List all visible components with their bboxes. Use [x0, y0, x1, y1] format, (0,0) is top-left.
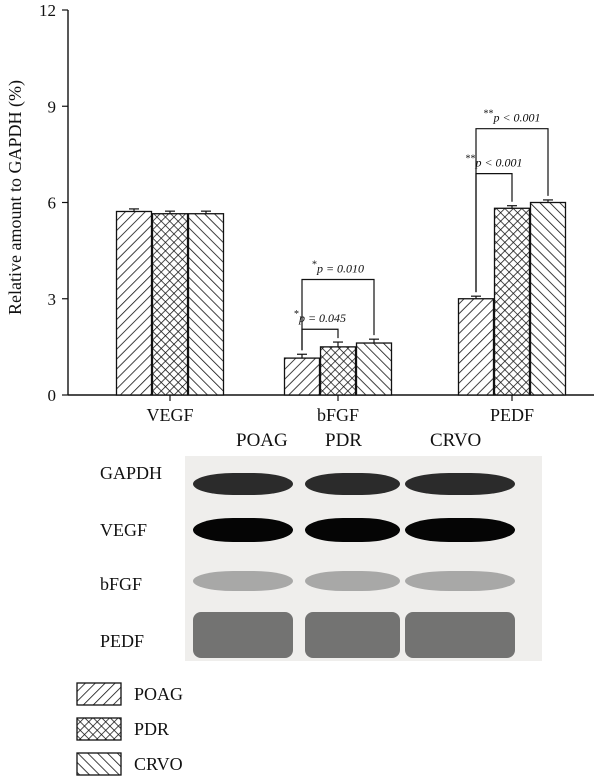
significance-label: **p < 0.001 [465, 153, 522, 170]
legend-label: CRVO [134, 754, 183, 774]
blot-band-vegf-crvo [405, 518, 515, 542]
x-tick-label: VEGF [146, 405, 193, 425]
y-tick-label: 0 [48, 386, 57, 405]
significance-p-value: p = 0.045 [298, 311, 346, 325]
blot-lane-label-crvo: CRVO [430, 430, 482, 451]
significance-label: *p = 0.045 [294, 309, 346, 326]
blot-lane-label-pdr: PDR [325, 430, 362, 451]
x-tick-label: bFGF [317, 405, 359, 425]
blot-row-label-vegf: VEGF [100, 520, 148, 540]
blot-row-label-gapdh: GAPDH [100, 463, 163, 483]
blot-band-pedf-pdr [305, 612, 400, 658]
significance-stars: ** [483, 108, 493, 119]
y-tick-label: 9 [48, 97, 57, 116]
significance-label: *p = 0.010 [312, 259, 364, 276]
significance-p-value: p < 0.001 [474, 156, 522, 170]
blot-band-pedf-poag [193, 612, 293, 658]
x-tick-label: PEDF [490, 405, 534, 425]
blot-band-gapdh-poag [193, 473, 293, 495]
significance-p-value: p < 0.001 [492, 111, 540, 125]
bar-vegf-pdr [151, 213, 189, 396]
significance-bracket [301, 278, 375, 351]
significance-stars: * [312, 259, 317, 270]
significance-label: **p < 0.001 [483, 108, 540, 125]
significance-p-value: p = 0.010 [316, 262, 364, 276]
legend-label: PDR [134, 719, 170, 739]
bar-bfgf-poag [283, 357, 321, 396]
blot-band-bfgf-pdr [305, 571, 400, 591]
bar-pedf-poag [457, 298, 495, 396]
legend-item-poag: POAG [76, 682, 276, 710]
significance-stars: ** [465, 153, 475, 164]
bar-vegf-crvo [187, 213, 225, 396]
legend-swatch [76, 717, 122, 741]
blot-band-vegf-poag [193, 518, 293, 542]
blot-band-vegf-pdr [305, 518, 400, 542]
y-tick-label: 6 [48, 194, 57, 213]
y-tick-label: 3 [48, 290, 57, 309]
blot-lane-label-poag: POAG [236, 430, 288, 451]
legend-label: POAG [134, 684, 184, 704]
legend-swatch [76, 682, 122, 706]
bar-bfgf-pdr [319, 346, 357, 396]
bar-chart: 0 3 6 9 12 Relative amount to GAPDH (%) VEGF bF… [5, 1, 594, 425]
blot-row-label-pedf: PEDF [100, 631, 145, 651]
significance-bracket [475, 128, 549, 293]
blot-row-label-bfgf: bFGF [100, 574, 143, 594]
legend-swatch [76, 752, 122, 776]
y-axis-label: Relative amount to GAPDH (%) [5, 80, 26, 315]
y-tick-label: 12 [39, 1, 56, 20]
legend-item-crvo: CRVO [76, 752, 276, 780]
bar-pedf-crvo [529, 201, 567, 396]
bar-vegf-poag [115, 210, 153, 396]
blot-band-bfgf-crvo [405, 571, 515, 591]
legend-item-pdr: PDR [76, 717, 276, 745]
significance-stars: * [294, 309, 299, 320]
blot-band-gapdh-crvo [405, 473, 515, 495]
blot-band-pedf-crvo [405, 612, 515, 658]
bar-pedf-pdr [493, 207, 531, 396]
bar-bfgf-crvo [355, 342, 393, 396]
blot-band-bfgf-poag [193, 571, 293, 591]
blot-band-gapdh-pdr [305, 473, 400, 495]
